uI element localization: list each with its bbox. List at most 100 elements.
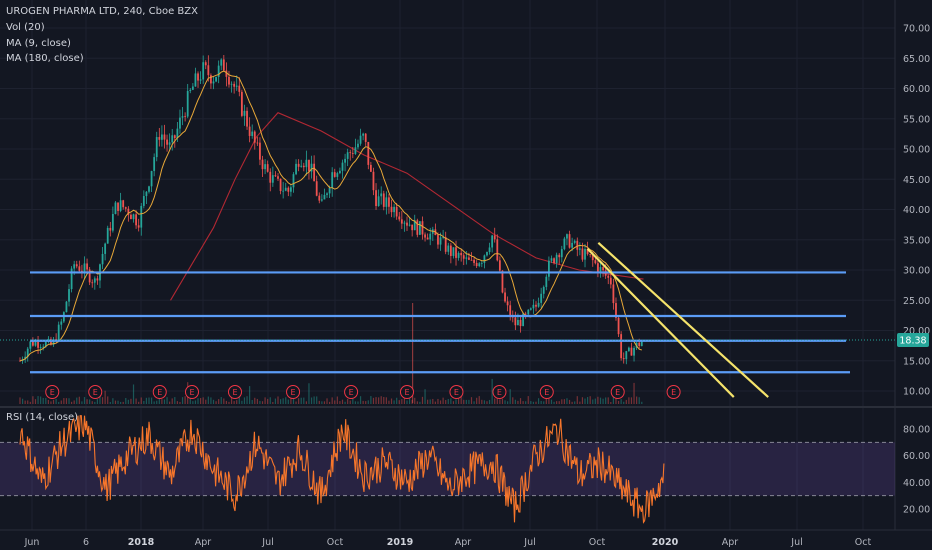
candle-body-0 bbox=[19, 360, 21, 362]
earnings-label-5: E bbox=[291, 388, 296, 397]
rsi-line bbox=[19, 415, 665, 524]
candle-body-72 bbox=[204, 62, 207, 66]
candle-body-233 bbox=[620, 334, 623, 359]
volume-bar-91 bbox=[254, 397, 256, 404]
time-tick-2: 2018 bbox=[128, 537, 155, 548]
earnings-circle-9 bbox=[492, 385, 507, 399]
indicator-vol: Vol (20) bbox=[6, 22, 45, 33]
volume-bar-147 bbox=[398, 400, 400, 404]
volume-bar-234 bbox=[623, 401, 625, 404]
candle-body-46 bbox=[137, 225, 140, 228]
rsi-axis[interactable]: 20.00 40.00 60.00 80.00 bbox=[903, 425, 930, 516]
earnings-marker-7[interactable]: E bbox=[400, 385, 414, 399]
volume-bar-182 bbox=[488, 399, 491, 404]
volume-bar-107 bbox=[295, 401, 297, 404]
time-axis[interactable]: Jun 6 2018 Apr Jul Oct 2019 Apr Jul Oct 2020 Apr Jul… bbox=[24, 537, 872, 548]
rsi-guides bbox=[0, 441, 895, 497]
candle-body-186 bbox=[498, 260, 501, 271]
volume-bar-202 bbox=[540, 400, 542, 404]
volume-bar-17 bbox=[63, 398, 65, 404]
horizontal-levels[interactable] bbox=[0, 271, 895, 374]
volume-bar-61 bbox=[176, 401, 178, 404]
price-tick-9: 55.00 bbox=[903, 114, 930, 125]
volume-bar-89 bbox=[249, 386, 251, 404]
candle-body-135 bbox=[367, 141, 370, 165]
earnings-marker-4[interactable]: E bbox=[228, 385, 242, 399]
earnings-marker-5[interactable]: E bbox=[286, 385, 301, 399]
candle-body-207 bbox=[553, 258, 555, 264]
candle-body-105 bbox=[290, 187, 292, 192]
volume-bar-116 bbox=[318, 400, 320, 404]
rsi-tick-1: 40.00 bbox=[903, 478, 930, 489]
price-axis[interactable]: 10.00 15.00 20.00 25.00 30.00 35.00 40.00 45.00… bbox=[903, 24, 930, 398]
volume-bar-98 bbox=[272, 401, 274, 404]
volume-bar-113 bbox=[310, 397, 313, 404]
volume-bar-35 bbox=[109, 401, 111, 404]
volume-bar-29 bbox=[94, 401, 96, 404]
candle-body-79 bbox=[222, 59, 225, 71]
candle-body-63 bbox=[181, 116, 184, 118]
volume-bar-130 bbox=[354, 401, 356, 404]
candle-body-66 bbox=[189, 89, 192, 92]
earnings-marker-1[interactable]: E bbox=[88, 385, 103, 399]
volume-bar-115 bbox=[316, 396, 318, 404]
volume-bar-167 bbox=[450, 398, 452, 404]
candle-body-94 bbox=[261, 159, 264, 170]
trendlines[interactable] bbox=[586, 241, 769, 398]
earnings-marker-8[interactable]: E bbox=[449, 385, 464, 399]
volume-bar-3 bbox=[27, 400, 29, 404]
volume-bar-48 bbox=[143, 400, 145, 404]
volume-bar-178 bbox=[478, 396, 480, 404]
earnings-marker-6[interactable]: E bbox=[344, 385, 359, 399]
candle-body-77 bbox=[217, 65, 220, 77]
volume-bar-125 bbox=[341, 399, 344, 404]
earnings-marker-3[interactable]: E bbox=[185, 385, 199, 399]
candle-body-61 bbox=[176, 128, 179, 138]
time-tick-5: Oct bbox=[327, 537, 344, 548]
price-tick-3: 25.00 bbox=[903, 296, 930, 307]
earnings-marker-10[interactable]: E bbox=[539, 385, 554, 399]
candle-body-117 bbox=[320, 199, 323, 201]
earnings-marker-2[interactable]: E bbox=[152, 385, 167, 399]
candle-body-234 bbox=[622, 358, 625, 360]
earnings-marker-11[interactable]: E bbox=[610, 385, 625, 399]
volume-bar-41 bbox=[125, 397, 127, 404]
volume-bar-165 bbox=[445, 400, 447, 404]
volume-bar-156 bbox=[421, 396, 424, 404]
volume-bar-37 bbox=[114, 400, 117, 404]
earnings-circle-11 bbox=[610, 385, 625, 399]
candle-body-212 bbox=[566, 234, 568, 239]
volume-bar-175 bbox=[470, 397, 473, 404]
candle-body-238 bbox=[633, 347, 635, 356]
candle-body-166 bbox=[447, 245, 450, 252]
candle-body-205 bbox=[548, 260, 550, 277]
candle-body-136 bbox=[369, 164, 372, 172]
candle-body-5 bbox=[32, 341, 34, 346]
earnings-marker-9[interactable]: E bbox=[492, 385, 507, 399]
candle-body-209 bbox=[558, 254, 561, 258]
earnings-marker-12[interactable]: E bbox=[666, 385, 681, 399]
volume-bar-146 bbox=[396, 397, 398, 404]
volume-bar-157 bbox=[424, 389, 426, 404]
candle-body-177 bbox=[475, 262, 478, 267]
candle-body-167 bbox=[449, 245, 452, 256]
volume-bar-14 bbox=[55, 398, 57, 404]
candle-body-89 bbox=[248, 126, 251, 136]
volume-bar-34 bbox=[107, 396, 109, 404]
volume-bar-217 bbox=[579, 401, 581, 404]
rsi-panel[interactable] bbox=[0, 415, 895, 524]
earnings-marker-0[interactable]: E bbox=[45, 385, 60, 399]
volume-bar-0 bbox=[19, 397, 21, 404]
time-tick-10: 2020 bbox=[652, 537, 679, 548]
volume-bar-132 bbox=[359, 396, 362, 404]
volume-bar-134 bbox=[365, 401, 367, 404]
candle-body-22 bbox=[75, 264, 78, 267]
volume-bar-120 bbox=[329, 401, 331, 404]
volume-bar-194 bbox=[519, 398, 522, 404]
volume-bar-26 bbox=[86, 399, 88, 404]
volume-bar-158 bbox=[427, 399, 429, 404]
candle-body-206 bbox=[550, 258, 553, 261]
candle-body-90 bbox=[251, 131, 254, 136]
